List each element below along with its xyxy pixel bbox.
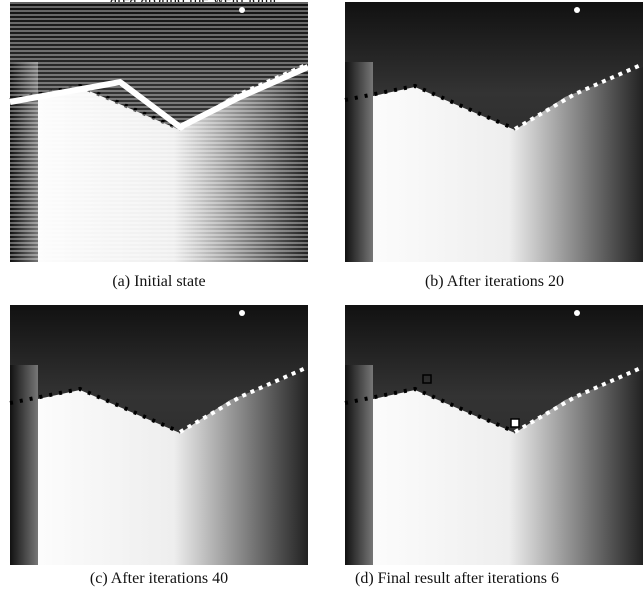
caption: (a) Initial state [112,273,206,290]
caption: (b) After iterations 20 [424,273,565,290]
caption: (c) After iterations 40 [89,570,229,587]
panel-b [343,0,644,264]
panel-d [343,303,644,567]
panel-a [8,0,310,264]
caption: (d) Final result after iterations 6 [355,570,559,587]
panel-c [8,303,310,567]
